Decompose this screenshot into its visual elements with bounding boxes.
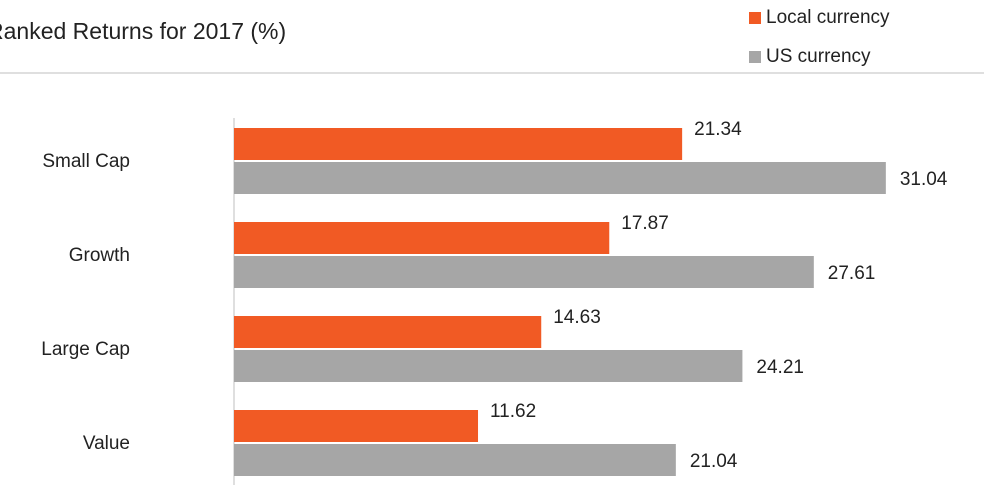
y-tick-label: Large Cap [41,339,130,360]
bar [234,410,479,442]
value-label: 31.04 [900,169,948,190]
value-label: 21.04 [690,451,738,472]
value-label: 27.61 [828,263,876,284]
y-tick-label: Value [83,433,130,454]
y-tick-label: Growth [69,245,130,266]
y-tick-label: Small Cap [42,151,130,172]
value-label: 14.63 [553,307,601,328]
chart-title: Ranked Returns for 2017 (%) [0,18,286,44]
bar [234,350,743,382]
legend-label: Local currency [766,7,890,28]
value-label: 11.62 [490,401,536,422]
legend-label: US currency [766,46,871,67]
legend-swatch [749,51,761,63]
value-label: 21.34 [694,119,742,140]
bar [234,222,610,254]
bar [234,316,542,348]
bar [234,444,676,476]
bar [234,256,814,288]
value-label: 17.87 [621,213,669,234]
bar [234,162,886,194]
value-label: 24.21 [756,357,804,378]
legend-swatch [749,12,761,24]
bar [234,128,683,160]
